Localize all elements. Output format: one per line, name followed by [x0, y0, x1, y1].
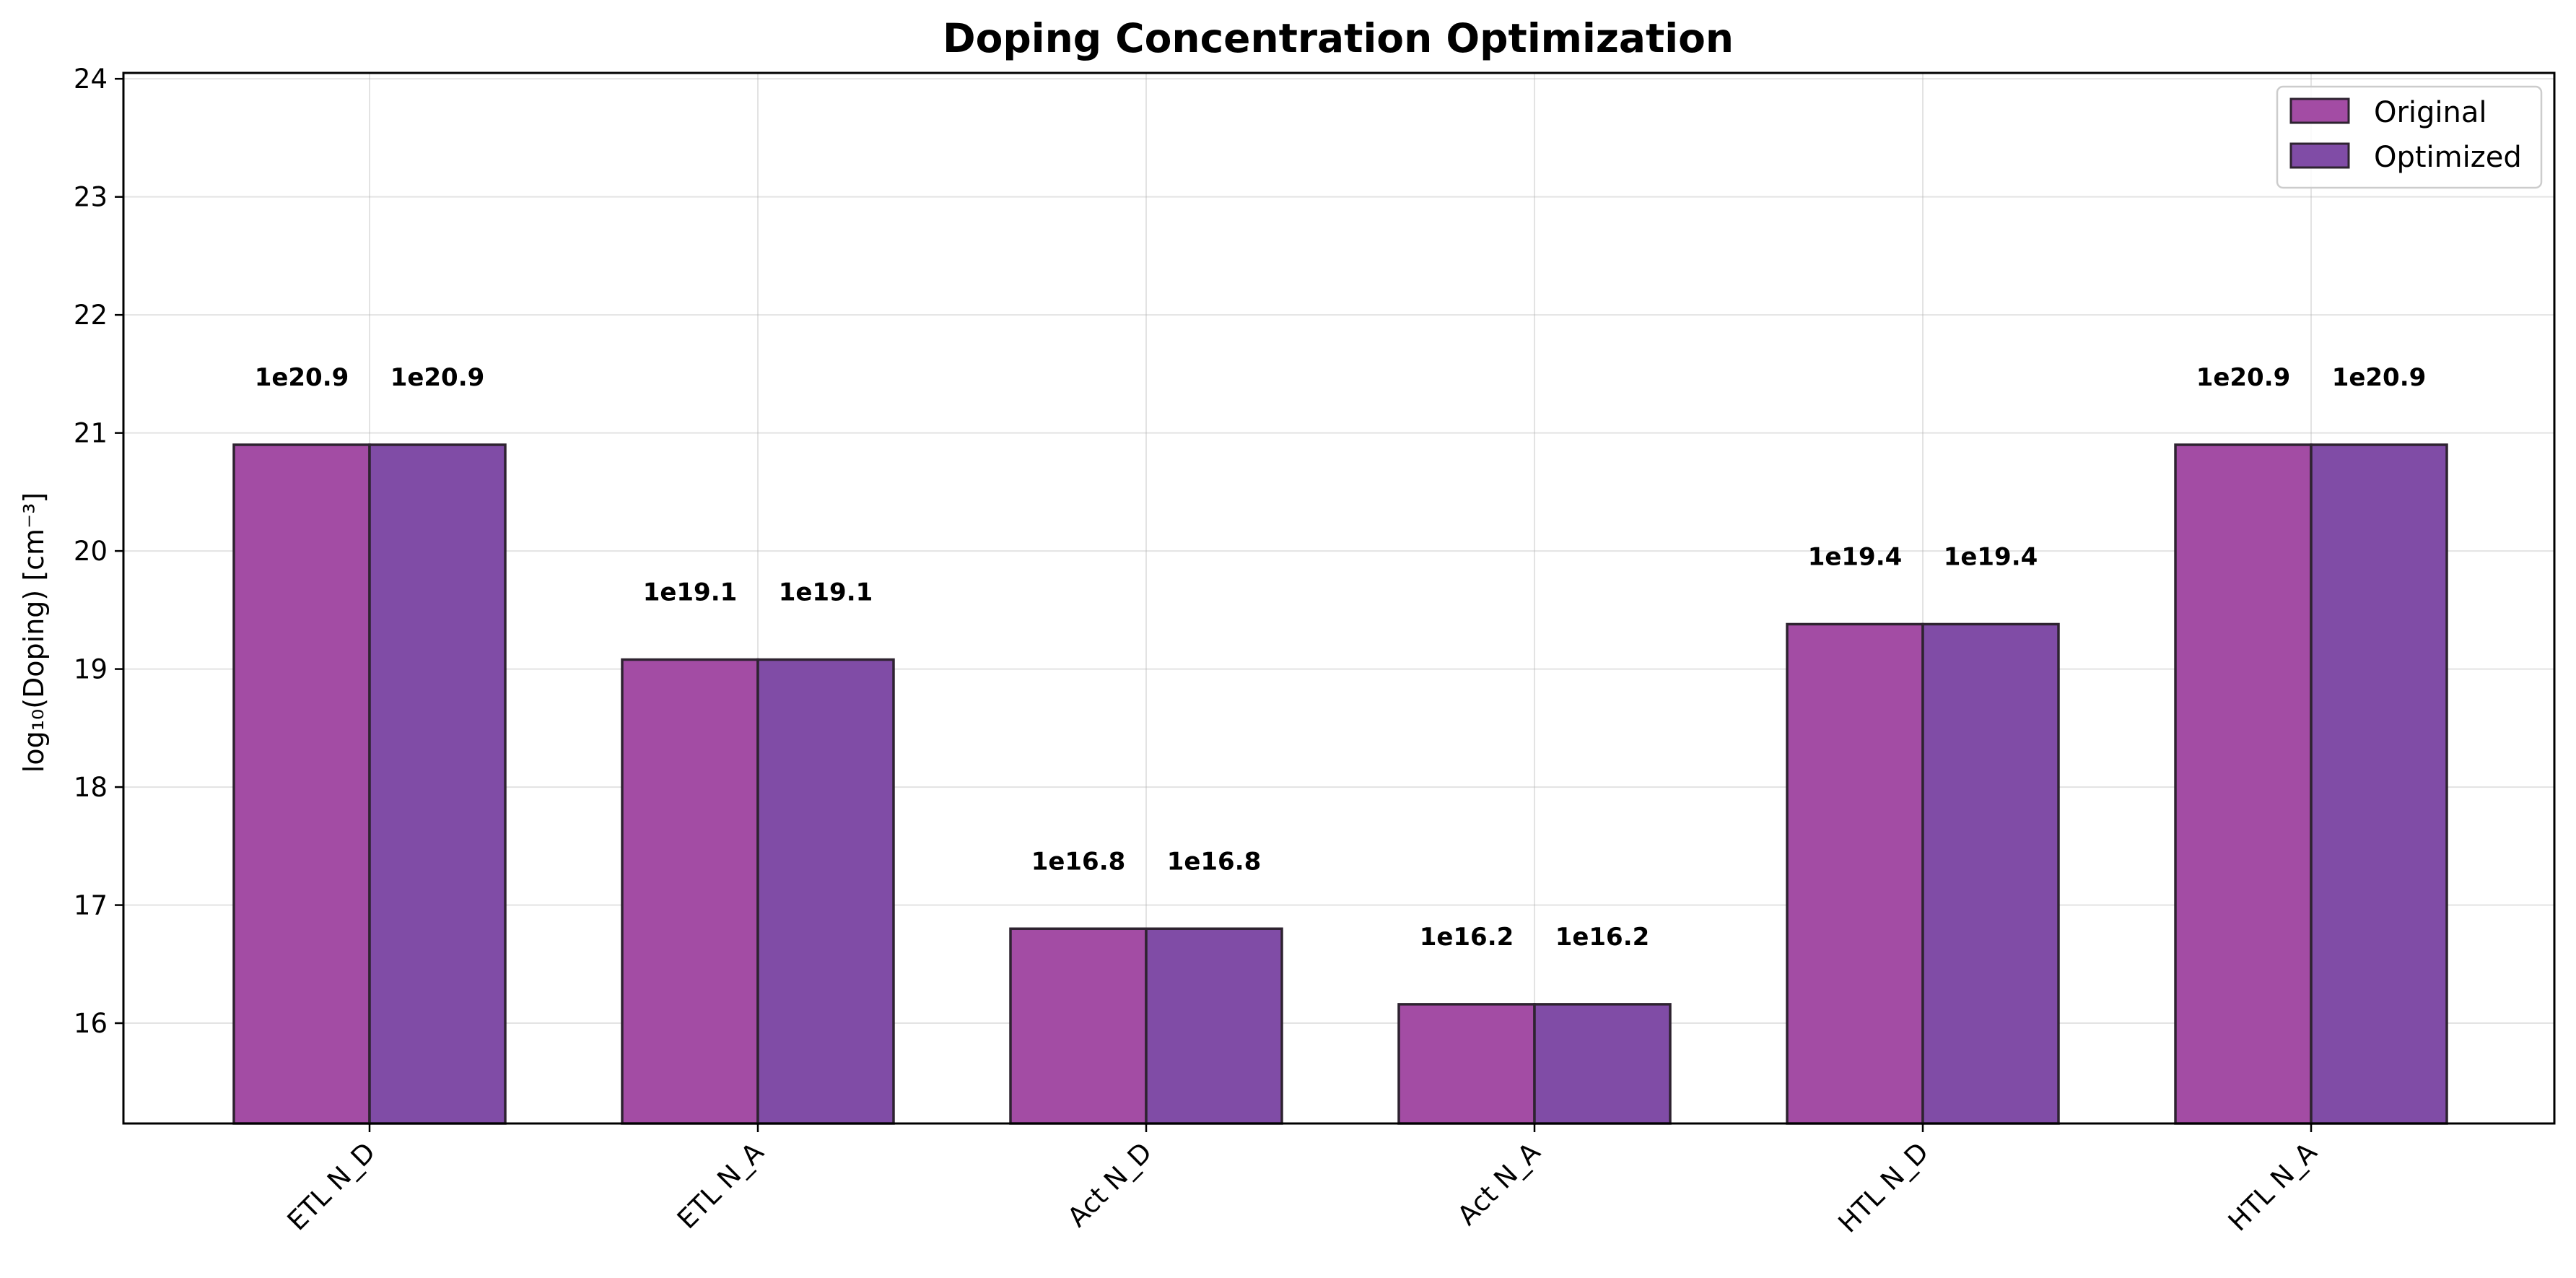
value-label: 1e20.9	[255, 363, 349, 392]
y-tick-label: 22	[74, 300, 108, 331]
chart-title: Doping Concentration Optimization	[943, 15, 1734, 61]
x-tick-label: HTL N_D	[1833, 1136, 1935, 1239]
value-label: 1e16.8	[1167, 847, 1262, 876]
bar-original-2	[1009, 927, 1148, 1125]
value-label: 1e16.2	[1420, 923, 1514, 952]
value-label: 1e20.9	[390, 363, 485, 392]
x-tick-label: ETL N_A	[671, 1136, 769, 1235]
y-tick-label: 17	[74, 890, 108, 921]
legend-swatch-original	[2289, 97, 2350, 124]
bar-optimized-1	[756, 658, 895, 1125]
y-tick-label: 24	[74, 64, 108, 95]
x-tick-label: ETL N_D	[281, 1136, 382, 1237]
bars	[232, 443, 2448, 1125]
plot-frame	[122, 71, 2556, 1125]
y-tick-label: 19	[74, 654, 108, 685]
bar-optimized-0	[368, 443, 507, 1125]
bar-original-0	[232, 443, 371, 1125]
y-tick-label: 23	[74, 182, 108, 213]
y-axis-label: log₁₀(Doping) [cm⁻³]	[18, 492, 50, 773]
y-tick-label: 16	[74, 1008, 108, 1039]
value-label: 1e19.4	[1944, 542, 2038, 571]
y-tick-label: 20	[74, 536, 108, 567]
legend: Original Optimized	[2276, 85, 2543, 189]
legend-label-original: Original	[2374, 96, 2487, 129]
x-tick-label: Act N_D	[1062, 1136, 1158, 1233]
bar-optimized-4	[1921, 622, 2060, 1125]
bar-optimized-5	[2310, 443, 2448, 1125]
y-tick-label: 18	[74, 772, 108, 803]
value-label: 1e16.8	[1031, 847, 1126, 876]
y-tick-label: 21	[74, 418, 108, 449]
legend-swatch-optimized	[2289, 142, 2350, 169]
bar-optimized-3	[1533, 1003, 1672, 1125]
bar-original-4	[1786, 622, 1924, 1125]
x-tick-label: HTL N_A	[2222, 1136, 2323, 1238]
value-label: 1e20.9	[2332, 363, 2427, 392]
value-label: 1e19.4	[1808, 542, 1903, 571]
value-label: 1e20.9	[2196, 363, 2291, 392]
bar-original-5	[2174, 443, 2313, 1125]
bar-original-3	[1397, 1003, 1536, 1125]
bar-original-1	[621, 658, 759, 1125]
legend-label-optimized: Optimized	[2374, 141, 2522, 174]
value-label: 1e16.2	[1555, 923, 1650, 952]
x-tick-label: Act N_A	[1451, 1136, 1546, 1231]
value-labels: 1e20.9 1e19.1 1e16.8 1e16.2 1e19.4 1e20.9 1e20…	[255, 363, 2427, 952]
bar-optimized-2	[1145, 927, 1283, 1125]
value-label: 1e19.1	[779, 578, 873, 607]
value-label: 1e19.1	[643, 578, 738, 607]
